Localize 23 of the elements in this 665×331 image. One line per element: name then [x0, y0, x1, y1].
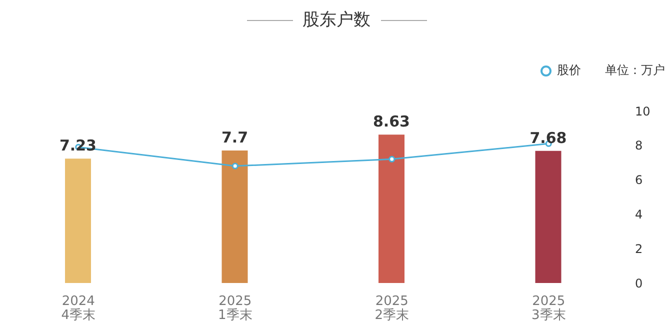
text: 单位：万户	[605, 62, 665, 79]
data-label: 7.7	[221, 128, 248, 147]
point	[388, 156, 396, 162]
y-tick-label: 8	[635, 138, 643, 153]
bar	[65, 158, 91, 283]
data-label: 7.23	[59, 136, 97, 155]
y-tick-label: 2	[635, 242, 643, 256]
y-tick-label: 0	[635, 276, 643, 290]
x-tick-label: 2025 1季末	[218, 294, 252, 323]
data-label: 7.68	[530, 128, 567, 147]
bar	[378, 134, 404, 283]
y-tick-label: 4	[635, 207, 643, 222]
x-tick-label: 2025 3季末	[531, 294, 566, 323]
x-tick-label: 2024 4季末	[61, 294, 96, 323]
y-tick-label: 6	[635, 173, 643, 188]
y-tick-label: 10	[635, 104, 650, 118]
bar	[535, 150, 562, 283]
bar	[222, 150, 248, 283]
legend-label: 股价	[556, 62, 581, 79]
chart-title: 股东户数	[302, 10, 370, 30]
data-label: 8.63	[372, 112, 410, 131]
point	[232, 162, 238, 170]
x-tick-label: 2025 2季末	[374, 294, 410, 323]
